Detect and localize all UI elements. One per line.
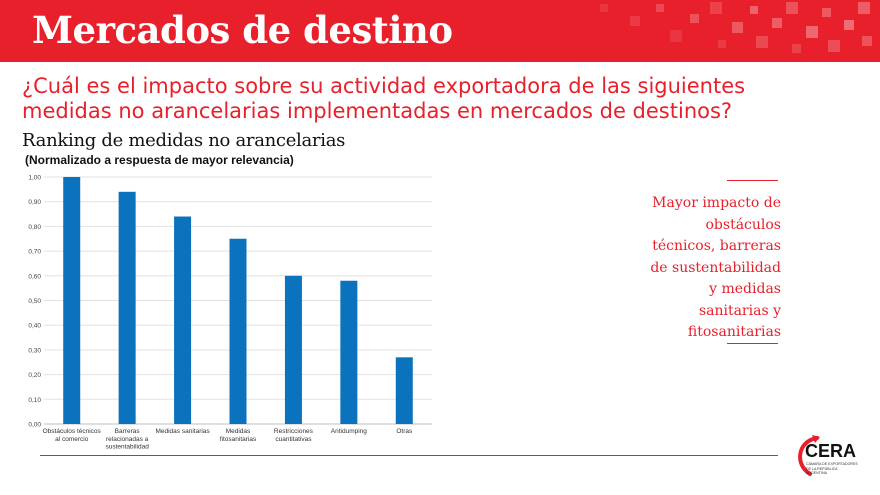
header-banner: Mercados de destino [0, 0, 880, 62]
logo-name: CERA [805, 441, 857, 461]
logo-tagline: Cámara de Exportadores de la República A… [806, 462, 858, 476]
callout-line: fitosanitarias [687, 324, 781, 340]
bar [174, 216, 192, 424]
x-tick-label: Barreras relacionadas a sustentabilidad [105, 428, 149, 451]
y-tick-label: 0,60 [28, 273, 41, 280]
y-tick-label: 0,30 [28, 347, 41, 354]
x-tick-label: Otras [396, 428, 413, 435]
callout-rule-top [727, 180, 778, 181]
bar [284, 275, 302, 424]
x-tick-label: Medidas fitosanitarias [220, 428, 257, 443]
page-title: Mercados de destino [32, 8, 453, 52]
bar [63, 177, 81, 424]
x-tick-label: Antidumping [331, 428, 368, 435]
chart-title: Ranking de medidas no arancelarias [22, 130, 346, 151]
bar-chart: 0,00 0,10 0,20 0,30 0,40 0,50 0,60 0,70 0,80 0,90… [28, 175, 432, 451]
callout-text: Mayor impacto de obstáculos técnicos, barr… [600, 193, 781, 344]
callout-line: Mayor impacto de [652, 195, 781, 211]
y-tick-label: 0,90 [28, 199, 41, 206]
decorative-squares [600, 2, 872, 53]
y-tick-label: 1,00 [28, 175, 41, 182]
cera-logo-mark [798, 435, 820, 476]
callout-rule-bottom [727, 343, 778, 344]
y-tick-label: 0,10 [28, 397, 41, 404]
y-tick-label: 0,70 [28, 249, 41, 256]
x-tick-label: Medidas sanitarias [155, 428, 210, 435]
bar [118, 191, 136, 424]
callout-line: sanitarias y [698, 302, 781, 319]
survey-question: ¿Cuál es el impacto sobre su actividad e… [22, 74, 746, 123]
callout-line: técnicos, barreras [652, 238, 781, 254]
bar [395, 357, 413, 424]
x-tick-label: Restricciones cuantitativas [274, 428, 314, 443]
y-tick-label: 0,80 [28, 224, 41, 231]
y-tick-label: 0,00 [28, 422, 41, 429]
callout-line: de sustentabilidad [650, 259, 781, 276]
chart-subtitle: (Normalizado a respuesta de mayor releva… [25, 153, 294, 167]
callout-line: y medidas [709, 281, 781, 297]
y-tick-label: 0,20 [28, 372, 41, 379]
y-tick-label: 0,50 [28, 298, 41, 305]
y-tick-label: 0,40 [28, 323, 41, 330]
callout-line: obstáculos [705, 216, 782, 233]
bar [229, 238, 247, 424]
x-tick-label: Obstáculos técnicos al comercio [43, 428, 102, 443]
bar [340, 280, 358, 424]
footer-divider [40, 455, 778, 456]
